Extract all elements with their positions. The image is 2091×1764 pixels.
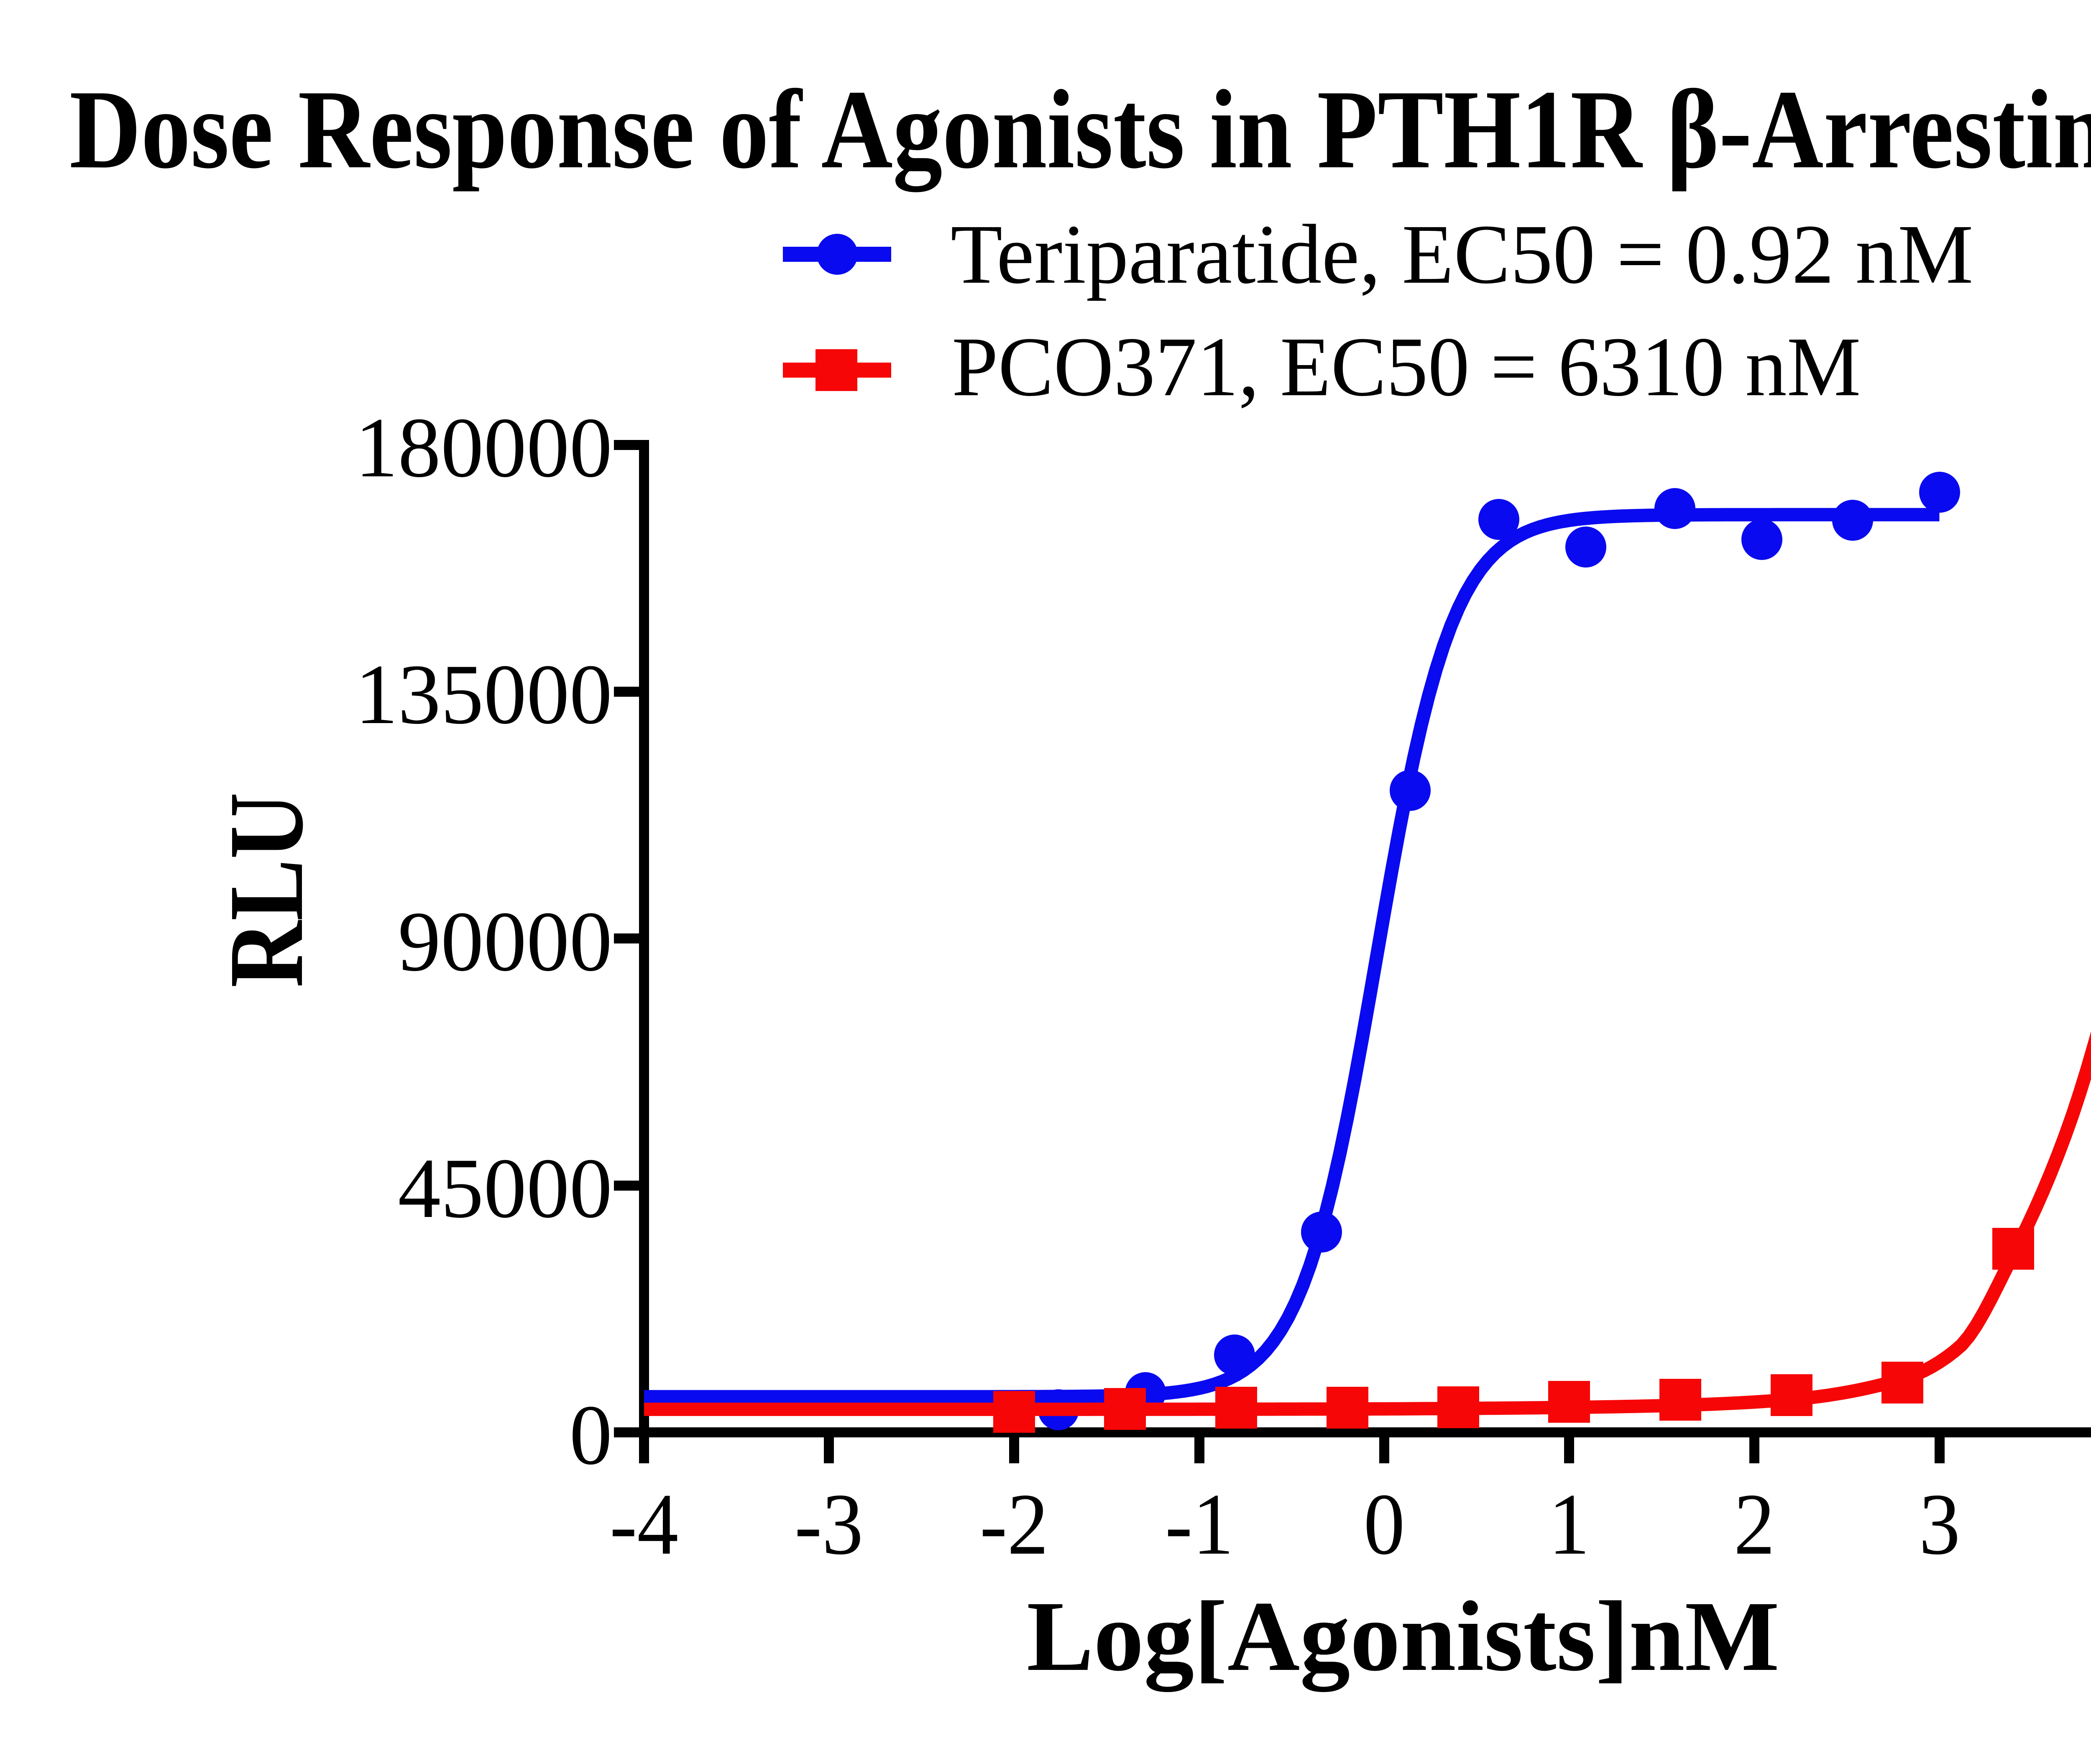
svg-text:-3: -3 xyxy=(795,1475,863,1573)
svg-text:PCO371, EC50 = 6310 nM: PCO371, EC50 = 6310 nM xyxy=(952,320,1861,414)
svg-text:135000: 135000 xyxy=(355,647,612,742)
svg-text:1: 1 xyxy=(1549,1475,1590,1573)
svg-text:Teriparatide, EC50 = 0.92 nM: Teriparatide, EC50 = 0.92 nM xyxy=(951,207,1973,301)
svg-text:0: 0 xyxy=(1364,1475,1405,1573)
svg-text:3: 3 xyxy=(1919,1475,1961,1573)
svg-text:180000: 180000 xyxy=(355,400,612,495)
svg-text:0: 0 xyxy=(570,1388,613,1483)
svg-text:90000: 90000 xyxy=(398,894,613,989)
svg-text:Dose Response of Agonists in P: Dose Response of Agonists in PTH1R β-Arr… xyxy=(69,67,2091,192)
svg-text:-2: -2 xyxy=(980,1475,1048,1573)
svg-text:45000: 45000 xyxy=(398,1141,613,1236)
svg-text:RLU: RLU xyxy=(207,793,325,988)
svg-text:-1: -1 xyxy=(1165,1475,1234,1573)
svg-text:-4: -4 xyxy=(610,1475,678,1573)
svg-text:2: 2 xyxy=(1734,1475,1775,1573)
svg-text:Log[Agonists]nM: Log[Agonists]nM xyxy=(1027,1580,1779,1692)
